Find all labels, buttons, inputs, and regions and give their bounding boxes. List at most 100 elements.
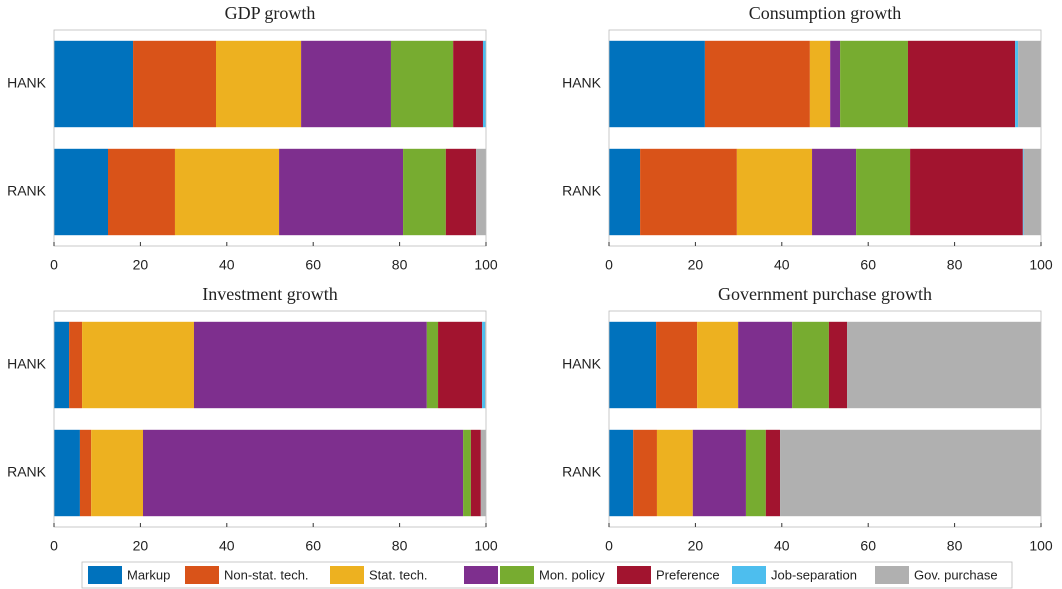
legend-swatch (617, 566, 651, 584)
bar-segment (54, 429, 80, 517)
x-tick-label: 20 (133, 257, 149, 273)
bar-segment (633, 429, 657, 517)
bar-segment (279, 148, 404, 236)
x-tick-label: 20 (688, 257, 704, 273)
bar-segment (609, 40, 705, 128)
bar-segment (856, 148, 911, 236)
legend-label: Job-separation (771, 567, 857, 582)
bar-segment (792, 321, 829, 409)
bar-segment (640, 148, 737, 236)
x-tick-label: 60 (860, 538, 876, 554)
legend-label: Gov. purchase (914, 567, 998, 582)
x-tick-label: 40 (774, 538, 790, 554)
y-tick-label: RANK (7, 183, 47, 199)
bar-segment (745, 429, 766, 517)
bar-segment (470, 429, 481, 517)
chart-title: Government purchase growth (718, 284, 932, 304)
bar-segment (426, 321, 439, 409)
bar-segment (704, 40, 810, 128)
bar-segment (812, 148, 857, 236)
y-tick-label: HANK (7, 356, 47, 372)
axes-box (53, 310, 487, 528)
bar-segment (403, 148, 446, 236)
x-tick-label: 20 (688, 538, 704, 554)
bar-segment (82, 321, 194, 409)
bar-segment (809, 40, 831, 128)
bar-segment (133, 40, 216, 128)
legend-swatch (875, 566, 909, 584)
bar-segment (69, 321, 83, 409)
y-tick-label: HANK (7, 75, 47, 91)
x-tick-label: 80 (947, 538, 963, 554)
bar-segment (656, 321, 698, 409)
legend-swatch (500, 566, 534, 584)
x-tick-label: 80 (392, 257, 408, 273)
y-tick-label: RANK (562, 464, 602, 480)
legend-swatch (185, 566, 219, 584)
bar-segment (840, 40, 908, 128)
x-tick-label: 60 (305, 538, 321, 554)
bar-segment (609, 321, 657, 409)
x-tick-label: 0 (50, 257, 58, 273)
bar-segment (828, 321, 848, 409)
legend-label: Non-stat. tech. (224, 567, 309, 582)
bar-segment (1018, 40, 1041, 128)
bar-segment (656, 429, 693, 517)
bar-segment (765, 429, 781, 517)
bar-segment (91, 429, 143, 517)
bar-segment (54, 40, 134, 128)
y-tick-label: HANK (562, 356, 602, 372)
bar-segment (1015, 40, 1019, 128)
legend-swatch (330, 566, 364, 584)
bar-segment (609, 148, 641, 236)
bar-segment (174, 148, 280, 236)
legend-label: Stat. tech. (369, 567, 428, 582)
x-tick-label: 100 (1029, 257, 1053, 273)
bar-segment (301, 40, 391, 128)
bar-segment (216, 40, 302, 128)
bar-segment (482, 40, 486, 128)
x-tick-label: 100 (474, 257, 498, 273)
axes-box (53, 29, 487, 247)
y-tick-label: HANK (562, 75, 602, 91)
y-tick-label: RANK (7, 464, 47, 480)
bar-segment (1023, 148, 1041, 236)
x-tick-label: 0 (605, 538, 613, 554)
bar-segment (609, 429, 634, 517)
bar-segment (910, 148, 1023, 236)
y-tick-label: RANK (562, 183, 602, 199)
bar-segment (445, 148, 477, 236)
bar-segment (453, 40, 483, 128)
bar-segment (54, 148, 108, 236)
x-tick-label: 80 (947, 257, 963, 273)
chart-title: GDP growth (225, 3, 316, 23)
bar-segment (738, 321, 793, 409)
bar-segment (847, 321, 1041, 409)
x-tick-label: 100 (474, 538, 498, 554)
x-tick-label: 100 (1029, 538, 1053, 554)
bar-segment (697, 321, 739, 409)
bar-segment (390, 40, 454, 128)
x-tick-label: 40 (219, 538, 235, 554)
bar-segment (485, 321, 486, 409)
bar-segment (780, 429, 1041, 517)
bar-segment (692, 429, 746, 517)
x-tick-label: 40 (219, 257, 235, 273)
x-tick-label: 60 (305, 257, 321, 273)
bar-segment (736, 148, 813, 236)
bar-segment (108, 148, 175, 236)
bar-segment (463, 429, 471, 517)
chart-title: Consumption growth (749, 3, 902, 23)
x-tick-label: 0 (605, 257, 613, 273)
legend-swatch (732, 566, 766, 584)
axes-box (608, 310, 1042, 528)
bar-segment (142, 429, 464, 517)
x-tick-label: 0 (50, 538, 58, 554)
bar-segment (907, 40, 1016, 128)
bar-segment (480, 429, 486, 517)
x-tick-label: 80 (392, 538, 408, 554)
bar-segment (54, 321, 70, 409)
legend-swatch (464, 566, 498, 584)
x-tick-label: 40 (774, 257, 790, 273)
